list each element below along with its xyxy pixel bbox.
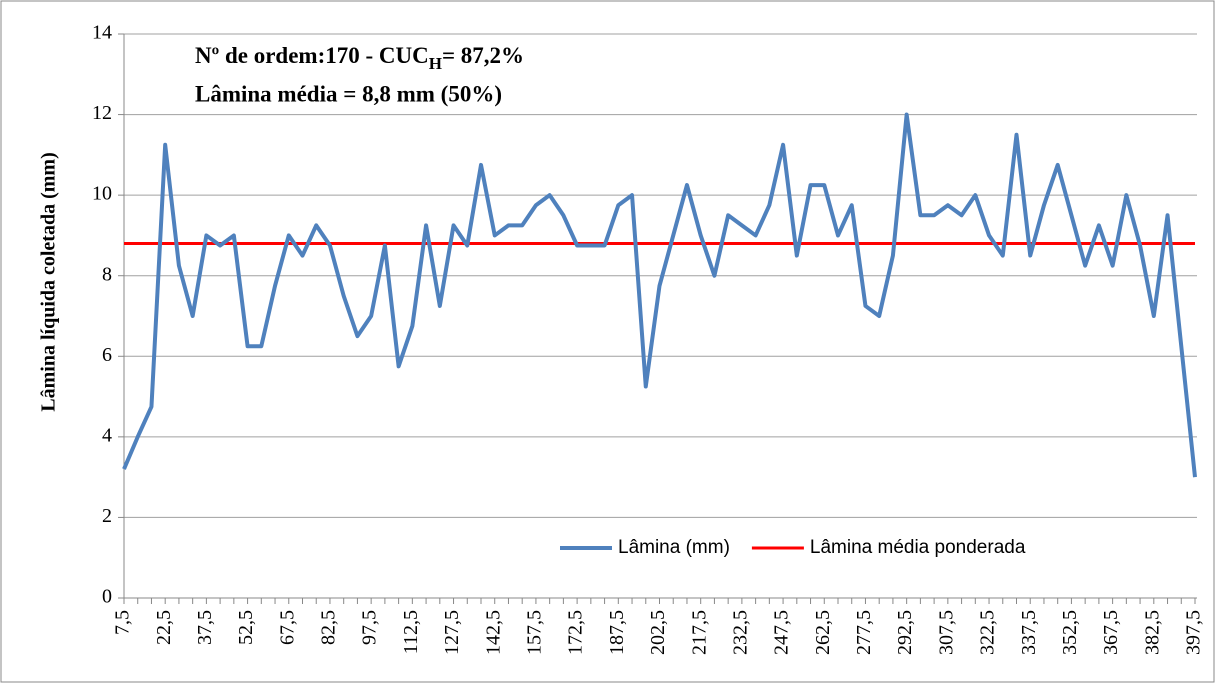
y-tick-label: 2 — [102, 505, 112, 527]
x-tick-label: 247,5 — [771, 610, 793, 655]
legend-label: Lâmina média ponderada — [810, 537, 1026, 558]
x-tick-label: 52,5 — [235, 610, 257, 645]
legend-label: Lâmina (mm) — [618, 537, 730, 558]
x-tick-label: 142,5 — [482, 610, 504, 655]
x-tick-label: 202,5 — [647, 610, 669, 655]
x-tick-label: 337,5 — [1018, 610, 1040, 655]
x-tick-label: 37,5 — [194, 610, 216, 645]
y-tick-label: 12 — [92, 102, 112, 124]
x-tick-label: 187,5 — [606, 610, 628, 655]
x-tick-label: 97,5 — [359, 610, 381, 645]
y-tick-label: 14 — [92, 22, 112, 44]
x-tick-label: 67,5 — [276, 610, 298, 645]
x-tick-label: 397,5 — [1183, 610, 1205, 655]
data-line — [122, 112, 1197, 478]
y-tick-label: 4 — [102, 424, 112, 446]
x-tick-label: 22,5 — [153, 610, 175, 645]
annotation-part: Nº de ordem:170 - CUC — [195, 43, 429, 68]
y-tick-label: 0 — [102, 586, 112, 608]
x-tick-label: 112,5 — [400, 610, 422, 654]
annotation: Lâmina média = 8,8 mm (50%) — [195, 81, 502, 106]
x-tick-label: 7,5 — [112, 610, 134, 635]
x-tick-label: 292,5 — [894, 610, 916, 655]
x-tick-label: 382,5 — [1141, 610, 1163, 655]
y-tick-label: 10 — [92, 183, 112, 205]
x-tick-label: 157,5 — [524, 610, 546, 655]
y-tick-label: 8 — [102, 263, 112, 285]
x-tick-label: 277,5 — [853, 610, 875, 655]
x-tick-label: 352,5 — [1059, 610, 1081, 655]
x-tick-label: 307,5 — [935, 610, 957, 655]
x-tick-label: 367,5 — [1100, 610, 1122, 655]
x-tick-label: 82,5 — [318, 610, 340, 645]
annotation-part: = 87,2% — [442, 43, 524, 68]
x-tick-label: 172,5 — [565, 610, 587, 655]
x-tick-label: 232,5 — [729, 610, 751, 655]
x-tick-label: 262,5 — [812, 610, 834, 655]
x-tick-label: 127,5 — [441, 610, 463, 655]
x-tick-label: 217,5 — [688, 610, 710, 655]
annotation-part: H — [429, 54, 442, 73]
annotation: Nº de ordem:170 - CUCH= 87,2% — [195, 43, 524, 73]
y-axis-label: Lâmina líquida coletada (mm) — [38, 152, 60, 411]
x-tick-label: 322,5 — [977, 610, 999, 655]
y-tick-label: 6 — [102, 344, 112, 366]
